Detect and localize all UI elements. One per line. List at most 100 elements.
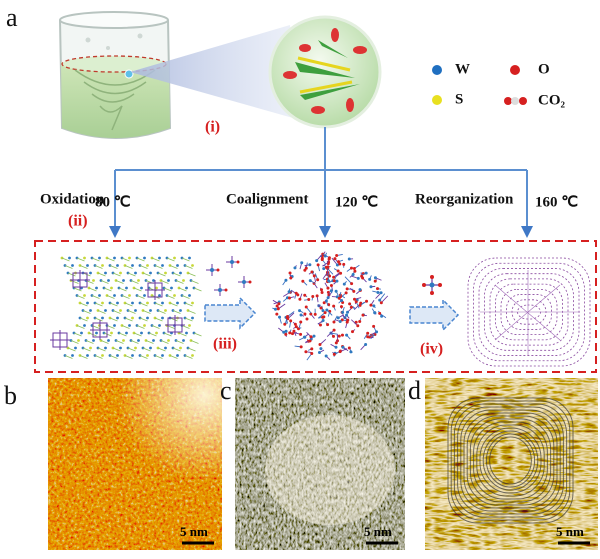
lattice-mark	[94, 317, 103, 322]
lattice-mark	[176, 301, 179, 305]
lattice-mark	[133, 332, 142, 337]
lattice-mark	[288, 331, 292, 335]
lattice-mark	[191, 301, 194, 305]
lattice-mark	[77, 339, 80, 342]
lattice-mark	[303, 312, 307, 316]
panel-label: a	[6, 3, 18, 32]
lattice-mark	[91, 295, 100, 299]
lattice-mark	[324, 354, 328, 358]
lattice-mark	[337, 296, 341, 300]
lattice-mark	[309, 312, 313, 316]
lattice-mark	[335, 263, 339, 267]
lattice-mark	[92, 339, 95, 342]
lattice-mark	[190, 280, 199, 284]
lattice-mark	[140, 331, 143, 335]
lattice-mark	[79, 302, 88, 307]
lattice-mark	[139, 355, 148, 359]
lattice-mark	[324, 265, 328, 269]
lattice-mark	[151, 325, 160, 329]
lattice-mark	[107, 339, 110, 342]
lattice-mark	[125, 331, 128, 335]
lattice-mark	[109, 355, 118, 359]
lattice-mark	[172, 310, 181, 314]
lattice-mark	[90, 320, 110, 340]
lattice-mark	[364, 271, 368, 275]
lattice-mark	[79, 317, 88, 322]
lattice-mark	[83, 256, 86, 260]
lattice-mark	[175, 280, 184, 284]
lattice-mark	[379, 291, 383, 295]
lattice-fringe	[450, 400, 571, 521]
lattice-mark	[381, 295, 389, 304]
lattice-mark	[70, 340, 79, 344]
lattice-mark	[312, 274, 316, 278]
lattice-mark	[300, 261, 304, 265]
lattice-mark	[146, 316, 149, 320]
lattice-mark	[369, 303, 373, 307]
lattice-mark	[67, 272, 76, 277]
lattice-mark	[127, 347, 136, 352]
lattice-mark	[307, 298, 311, 302]
lattice-mark	[71, 354, 74, 357]
lattice-mark	[112, 347, 121, 352]
lattice-mark	[164, 309, 167, 312]
lattice-mark	[326, 267, 334, 275]
lattice-mark	[160, 340, 169, 344]
lattice-mark	[83, 294, 86, 297]
lattice-mark	[127, 272, 136, 277]
panel-label: d	[408, 376, 421, 405]
lattice-mark	[149, 271, 152, 275]
panel-label: b	[4, 381, 17, 410]
lattice-fringe	[447, 397, 574, 524]
lattice-mark	[325, 308, 329, 312]
lattice-mark	[104, 309, 107, 312]
lattice-mark	[80, 331, 83, 335]
lattice-mark	[158, 324, 161, 327]
lattice-mark	[341, 345, 345, 349]
lattice-mark	[118, 287, 127, 292]
lattice-mark	[155, 331, 158, 335]
lattice-mark	[139, 265, 148, 269]
lattice-mark	[166, 295, 175, 299]
lattice-mark	[304, 350, 308, 354]
lattice-mark	[236, 260, 240, 264]
stage-temperature: 120 ℃	[335, 194, 378, 210]
lattice-mark	[378, 311, 382, 315]
stage-name: Reorganization	[415, 191, 514, 207]
lattice-mark	[121, 257, 130, 262]
lattice-mark	[128, 256, 131, 260]
lattice-mark	[167, 339, 170, 342]
lattice-mark	[188, 324, 191, 327]
lattice-mark	[338, 350, 342, 354]
lattice-mark	[294, 325, 298, 329]
lattice-mark	[342, 262, 346, 266]
lattice-mark	[320, 256, 324, 260]
scale-bar-label: 5 nm	[180, 524, 208, 539]
lattice-mark	[332, 304, 336, 308]
lattice-mark	[304, 266, 308, 270]
step-label: (iii)	[213, 336, 237, 353]
lattice-mark	[94, 302, 103, 307]
lattice-mark	[327, 256, 331, 260]
lattice-mark	[82, 310, 91, 314]
lattice-mark	[154, 265, 163, 269]
lattice-mark	[146, 301, 149, 305]
lattice-mark	[341, 310, 345, 314]
lattice-mark	[292, 329, 296, 333]
lattice-mark	[338, 262, 342, 266]
lattice-mark	[179, 346, 182, 350]
lattice-fringe	[476, 424, 545, 497]
tem-image-d: 5 nm	[425, 378, 598, 550]
lattice-mark	[344, 291, 348, 295]
lattice-mark	[157, 347, 166, 352]
lattice-mark	[373, 311, 377, 315]
lattice-mark	[79, 265, 88, 269]
lattice-mark	[366, 335, 370, 339]
lattice-mark	[327, 279, 331, 283]
lattice-mark	[152, 279, 155, 282]
lattice-mark	[334, 341, 338, 345]
lattice-mark	[283, 322, 287, 326]
lattice-mark	[133, 287, 142, 292]
lattice-mark	[364, 342, 368, 346]
lattice-mark	[291, 332, 295, 336]
